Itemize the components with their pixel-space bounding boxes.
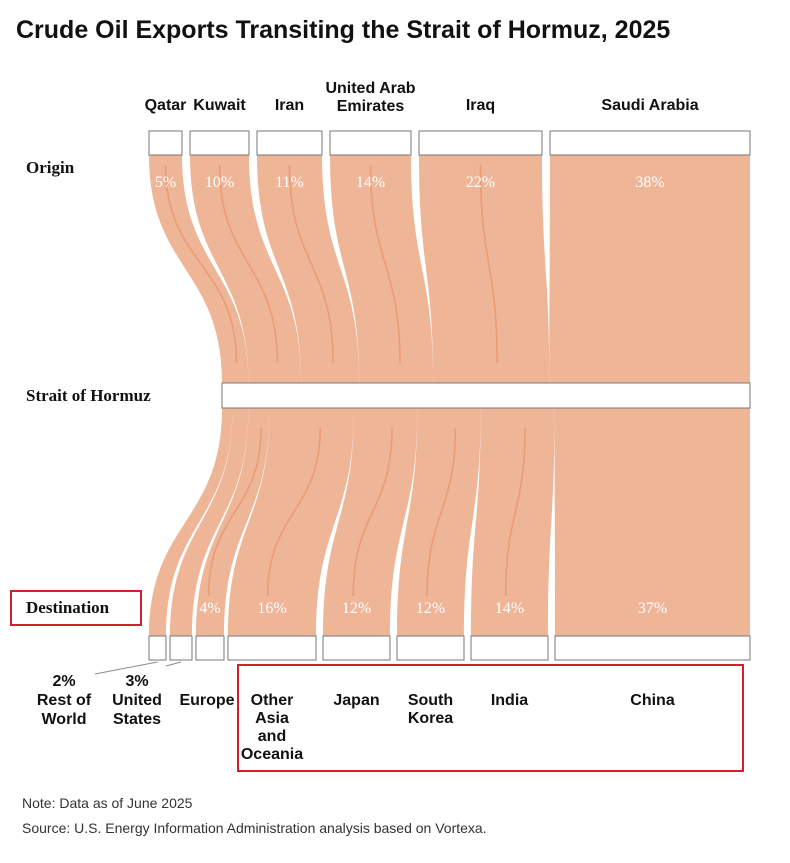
destination-name-united-states: 3% United States: [112, 673, 162, 728]
origin-node-qatar: [148, 130, 183, 156]
destination-value-south-korea: 12%: [416, 600, 445, 617]
flow-vein-destination-japan: [352, 427, 393, 597]
flow-destination-south-korea: [397, 408, 481, 636]
origin-name-kuwait: Kuwait: [193, 97, 246, 114]
origin-value-iraq: 22%: [466, 174, 495, 191]
flow-destination-rest-of-world: [149, 408, 233, 636]
destination-highlight-box: [10, 590, 142, 626]
flow-vein-origin-iraq: [479, 164, 498, 364]
flow-origin-saudi-arabia: [549, 155, 750, 383]
destination-node-rest-of-world: [148, 635, 167, 661]
origin-value-kuwait: 10%: [205, 174, 234, 191]
destination-node-europe: [195, 635, 225, 661]
destination-value-other-asia-and-oceania: 16%: [257, 600, 286, 617]
chart-title: Crude Oil Exports Transiting the Strait …: [16, 16, 670, 44]
origin-name-iraq: Iraq: [466, 97, 495, 114]
destination-node-china: [554, 635, 751, 661]
leader-line-rest-of-world: [94, 661, 158, 675]
origin-node-united-arab-emirates: [329, 130, 412, 156]
origin-value-saudi-arabia: 38%: [635, 174, 664, 191]
flow-vein-destination-europe: [207, 427, 262, 597]
source-text: Source: U.S. Energy Information Administ…: [22, 820, 487, 836]
origin-name-iran: Iran: [275, 97, 304, 114]
asia-destinations-highlight-box: [237, 664, 744, 772]
flow-destination-china: [554, 408, 750, 636]
flow-layer: [149, 155, 750, 636]
origin-name-united-arab-emirates: United Arab Emirates: [325, 80, 415, 115]
origin-name-qatar: Qatar: [145, 97, 187, 114]
flow-vein-origin-united-arab-emirates: [369, 164, 401, 364]
strait-node: [221, 382, 751, 409]
stage-label-destination: Destination: [26, 598, 110, 617]
destination-name-europe: Europe: [179, 692, 234, 709]
flow-destination-other-asia-and-oceania: [228, 408, 354, 636]
flow-vein-origin-iran: [288, 164, 334, 364]
stage-label-strait: Strait of Hormuz: [26, 386, 151, 405]
flow-destination-japan: [323, 408, 418, 636]
destination-node-south-korea: [396, 635, 465, 661]
label-layer: Qatar 5% Kuwait 10% Iran 11% United Arab Emirat…: [37, 80, 699, 763]
flow-destination-europe: [196, 408, 270, 636]
origin-value-qatar: 5%: [155, 174, 176, 191]
flow-vein-destination-other-asia-and-oceania: [266, 427, 322, 597]
origin-value-united-arab-emirates: 14%: [356, 174, 385, 191]
flow-origin-qatar: [149, 155, 249, 383]
leader-line-united-states: [165, 661, 182, 667]
origin-node-iran: [256, 130, 323, 156]
destination-node-japan: [322, 635, 391, 661]
flow-destination-united-states: [170, 408, 249, 636]
node-layer: [148, 130, 751, 661]
destination-name-india: India: [491, 692, 528, 709]
flow-origin-iraq: [419, 155, 550, 383]
destination-value-india: 14%: [495, 600, 524, 617]
destination-value-europe: 4%: [199, 600, 220, 617]
destination-name-rest-of-world: 2% Rest of World: [37, 673, 92, 728]
flow-vein-origin-qatar: [164, 164, 238, 364]
destination-node-other-asia-and-oceania: [227, 635, 317, 661]
destination-value-japan: 12%: [342, 600, 371, 617]
stage-label-origin: Origin: [26, 158, 75, 177]
flow-vein-destination-south-korea: [426, 427, 457, 597]
note-text: Note: Data as of June 2025: [22, 795, 193, 811]
destination-name-japan: Japan: [333, 692, 379, 709]
origin-node-saudi-arabia: [549, 130, 751, 156]
flow-vein-destination-india: [504, 427, 526, 597]
destination-node-india: [470, 635, 549, 661]
flow-origin-iran: [257, 155, 360, 383]
flow-vein-origin-kuwait: [218, 164, 279, 364]
destination-name-other-asia-and-oceania: Other Asia and Oceania: [241, 692, 303, 763]
destination-value-china: 37%: [638, 600, 667, 617]
destination-node-united-states: [169, 635, 193, 661]
destination-name-south-korea: South Korea: [408, 692, 453, 727]
origin-node-kuwait: [189, 130, 250, 156]
origin-value-iran: 11%: [275, 174, 304, 191]
flow-origin-united-arab-emirates: [330, 155, 434, 383]
origin-name-saudi-arabia: Saudi Arabia: [601, 97, 698, 114]
origin-node-iraq: [418, 130, 543, 156]
destination-name-china: China: [630, 692, 675, 709]
